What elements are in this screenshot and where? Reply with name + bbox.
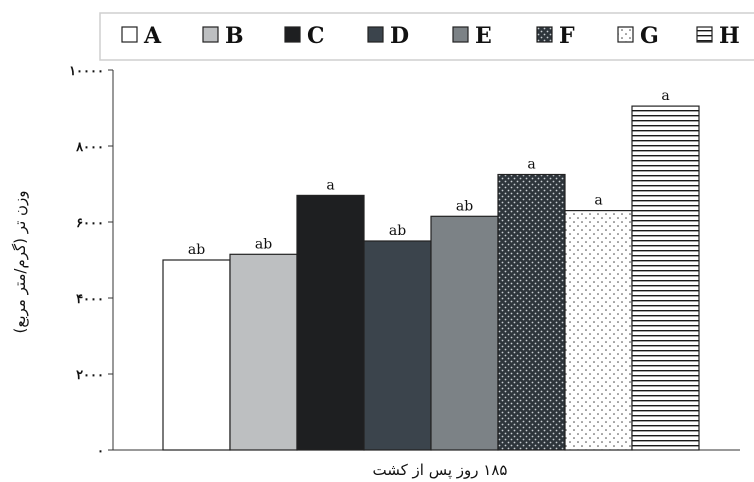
bars (162, 105, 700, 451)
legend-swatch-f (536, 26, 553, 43)
legend-label-c: C (307, 23, 325, 49)
y-tick-label: ۲۰۰۰ (76, 368, 104, 383)
legend-label-a: A (143, 23, 162, 49)
legend-swatch-e (452, 26, 469, 43)
significance-label-g: a (594, 193, 602, 209)
legend-label-b: B (225, 23, 244, 49)
significance-label-f: a (527, 157, 535, 173)
legend-swatch-c (284, 26, 301, 43)
y-tick-label: ۸۰۰۰ (75, 140, 104, 155)
legend-frame (99, 12, 754, 61)
bar-c (296, 194, 365, 451)
legend-swatch-b (202, 26, 219, 43)
legend-label-e: E (475, 23, 492, 49)
bar-g (564, 210, 633, 451)
legend-swatch-a (121, 26, 138, 43)
y-tick-label: ۴۰۰۰ (76, 292, 104, 307)
bar-b (229, 253, 298, 451)
y-tick-label: ۱۰۰۰۰ (69, 64, 104, 79)
bar-e (430, 215, 499, 451)
significance-label-e: ab (456, 198, 473, 214)
legend-swatch-h (696, 26, 713, 43)
significance-label-a: ab (188, 242, 205, 258)
legend-label-h: H (719, 23, 740, 49)
bar-a (162, 259, 231, 451)
legend-swatch-d (367, 26, 384, 43)
y-axis-title: وزن تر (گرم/متر مربع) (11, 190, 29, 333)
significance-label-d: ab (389, 223, 406, 239)
legend-label-f: F (559, 23, 575, 49)
legend-label-d: D (390, 23, 409, 49)
bar-d (363, 240, 432, 451)
y-ticks: ۰ ۲۰۰۰ ۴۰۰۰ ۶۰۰۰ ۸۰۰۰ ۱۰۰۰۰ (69, 64, 113, 459)
bar-h (631, 105, 700, 451)
bar-f (497, 173, 566, 451)
y-tick-label: ۶۰۰۰ (76, 216, 104, 231)
significance-label-h: a (661, 88, 669, 104)
x-axis-title: ۱۸۵ روز پس از کشت (373, 461, 508, 480)
significance-label-b: ab (255, 236, 272, 252)
legend-label-g: G (640, 23, 659, 49)
significance-labels: ab ab a ab ab a a a (188, 88, 670, 258)
y-tick-label: ۰ (97, 444, 104, 459)
legend: A B C D E F G H (99, 12, 754, 61)
significance-label-c: a (326, 177, 334, 193)
legend-swatch-g (617, 26, 634, 43)
